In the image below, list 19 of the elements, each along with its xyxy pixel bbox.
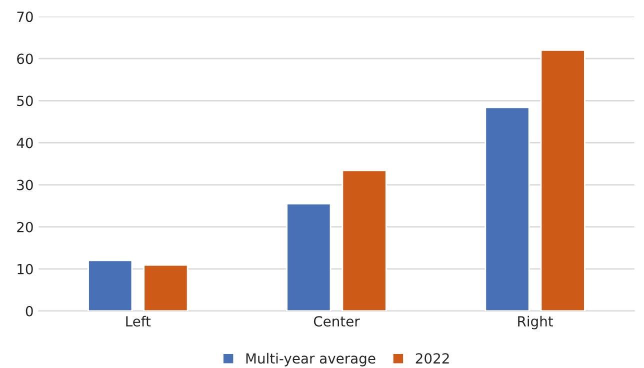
legend-label: Multi-year average	[246, 352, 376, 366]
y-tick-label: 40	[16, 138, 33, 148]
x-tick-label: Center	[314, 316, 360, 327]
bar	[286, 203, 332, 311]
bar	[143, 264, 188, 311]
bar	[484, 106, 530, 311]
x-tick-label: Left	[126, 316, 151, 327]
bar	[540, 50, 586, 311]
y-tick-label: 20	[17, 222, 33, 232]
y-tick-label: 70	[17, 12, 33, 22]
y-tick-label: 30	[17, 180, 33, 190]
legend-label: 2022	[416, 353, 449, 364]
x-tick-label: Right	[518, 316, 554, 330]
y-tick-label: 10	[18, 264, 33, 274]
y-tick-label: 60	[17, 54, 33, 64]
y-tick-label: 0	[26, 306, 33, 316]
y-tick-label: 50	[17, 96, 33, 106]
bar	[342, 170, 387, 311]
bar	[88, 260, 133, 311]
